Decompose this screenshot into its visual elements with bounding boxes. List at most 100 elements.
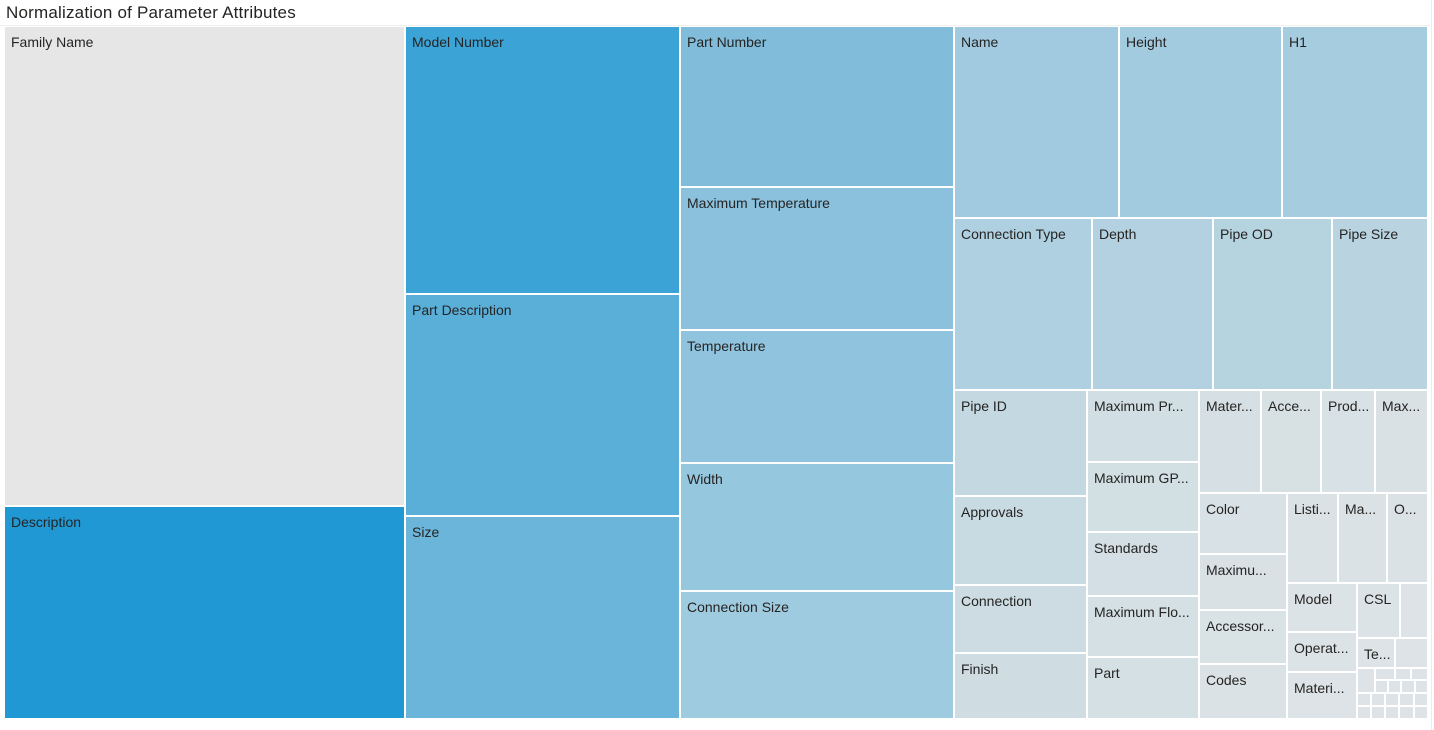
treemap-tile-finish[interactable]: Finish xyxy=(955,654,1088,720)
treemap-tile-part-description[interactable]: Part Description xyxy=(406,295,681,517)
treemap-tile-small[interactable] xyxy=(1396,639,1429,669)
treemap-tile-small[interactable] xyxy=(1376,681,1389,694)
treemap-tile-label: Name xyxy=(961,34,999,50)
treemap-tile-small[interactable] xyxy=(1358,694,1372,707)
treemap-tile-small[interactable] xyxy=(1400,694,1415,707)
treemap-tile-csl[interactable]: CSL xyxy=(1358,584,1401,639)
treemap-tile-small[interactable] xyxy=(1358,707,1372,720)
treemap-tile-maximum-flo[interactable]: Maximum Flo... xyxy=(1088,597,1200,658)
treemap-tile-pipe-size[interactable]: Pipe Size xyxy=(1333,219,1429,391)
visual-border xyxy=(1431,0,1432,730)
treemap-tile-ma[interactable]: Ma... xyxy=(1339,494,1388,584)
treemap-tile-model-number[interactable]: Model Number xyxy=(406,27,681,295)
chart-title: Normalization of Parameter Attributes xyxy=(6,3,296,22)
treemap-tile-label: Prod... xyxy=(1328,398,1370,414)
treemap-tile-small[interactable] xyxy=(1400,707,1415,720)
treemap-tile-small[interactable] xyxy=(1386,707,1400,720)
treemap-tile-label: Model Number xyxy=(412,34,504,50)
treemap-tile-label: Maximum Pr... xyxy=(1094,398,1184,414)
treemap-tile-model[interactable]: Model xyxy=(1288,584,1358,633)
treemap-tile-label: Color xyxy=(1206,501,1240,517)
treemap-tile-label: Maximu... xyxy=(1206,562,1267,578)
treemap-tile-label: Depth xyxy=(1099,226,1137,242)
treemap-tile-accessor[interactable]: Accessor... xyxy=(1200,611,1288,665)
treemap-tile-pipe-id[interactable]: Pipe ID xyxy=(955,391,1088,497)
treemap-tile-maximu[interactable]: Maximu... xyxy=(1200,555,1288,611)
treemap-tile-label: CSL xyxy=(1364,591,1392,607)
treemap-tile-maximum-pr[interactable]: Maximum Pr... xyxy=(1088,391,1200,463)
treemap-tile-small[interactable] xyxy=(1372,707,1386,720)
treemap-tile-name[interactable]: Name xyxy=(955,27,1120,219)
treemap-tile-small[interactable] xyxy=(1402,681,1416,694)
treemap-tile-acce[interactable]: Acce... xyxy=(1262,391,1322,494)
treemap-tile-label: Pipe OD xyxy=(1220,226,1273,242)
treemap-tile-description[interactable]: Description xyxy=(5,507,406,720)
treemap-tile-approvals[interactable]: Approvals xyxy=(955,497,1088,586)
treemap-tile-label: Width xyxy=(687,471,723,487)
treemap-tile-operat[interactable]: Operat... xyxy=(1288,633,1358,673)
treemap-tile-small[interactable] xyxy=(1412,669,1429,681)
treemap-tile-height[interactable]: Height xyxy=(1120,27,1283,219)
treemap-tile-connection[interactable]: Connection xyxy=(955,586,1088,654)
treemap-tile-small[interactable] xyxy=(1401,584,1429,639)
treemap-tile-pipe-od[interactable]: Pipe OD xyxy=(1214,219,1333,391)
treemap-tile-standards[interactable]: Standards xyxy=(1088,533,1200,597)
treemap-tile-temperature[interactable]: Temperature xyxy=(681,331,955,464)
treemap-tile-small[interactable] xyxy=(1372,694,1386,707)
treemap-tile-materi[interactable]: Materi... xyxy=(1288,673,1358,720)
treemap-tile-depth[interactable]: Depth xyxy=(1093,219,1214,391)
treemap-tile-part-number[interactable]: Part Number xyxy=(681,27,955,188)
treemap-tile-label: Description xyxy=(11,514,82,530)
treemap-tile-label: Maximum Flo... xyxy=(1094,604,1190,620)
treemap-tile-small[interactable] xyxy=(1396,669,1412,681)
treemap-tile-mater[interactable]: Mater... xyxy=(1200,391,1262,494)
treemap-tile-label: Maximum Temperature xyxy=(687,195,830,211)
treemap-tile-label: Ma... xyxy=(1345,501,1377,517)
treemap-tile-label: Connection Size xyxy=(687,599,789,615)
treemap-tile-label: Accessor... xyxy=(1206,618,1275,634)
treemap-tile-label: Pipe ID xyxy=(961,398,1007,414)
treemap-tile-label: Family Name xyxy=(11,34,94,50)
treemap-tile-label: Approvals xyxy=(961,504,1024,520)
treemap-tile-small[interactable] xyxy=(1416,681,1429,694)
treemap-tile-h1[interactable]: H1 xyxy=(1283,27,1429,219)
treemap-tile-small[interactable] xyxy=(1386,694,1400,707)
treemap-tile-label: H1 xyxy=(1289,34,1307,50)
treemap-tile-label: Pipe Size xyxy=(1339,226,1399,242)
treemap-tile-label: Acce... xyxy=(1268,398,1311,414)
treemap-tile-codes[interactable]: Codes xyxy=(1200,665,1288,720)
treemap-tile-label: Te... xyxy=(1364,646,1391,662)
treemap-tile-label: Part Number xyxy=(687,34,767,50)
treemap-tile-label: Connection Type xyxy=(961,226,1066,242)
treemap-tile-label: Temperature xyxy=(687,338,766,354)
treemap-tile-label: Finish xyxy=(961,661,999,677)
treemap-tile-maximum-temperature[interactable]: Maximum Temperature xyxy=(681,188,955,331)
treemap-tile-label: Part xyxy=(1094,665,1120,681)
treemap-tile-connection-size[interactable]: Connection Size xyxy=(681,592,955,720)
treemap-tile-width[interactable]: Width xyxy=(681,464,955,592)
treemap-tile-max[interactable]: Max... xyxy=(1376,391,1429,494)
treemap-tile-size[interactable]: Size xyxy=(406,517,681,720)
treemap-tile-small[interactable] xyxy=(1376,669,1396,681)
treemap-tile-label: Part Description xyxy=(412,302,512,318)
treemap-tile-connection-type[interactable]: Connection Type xyxy=(955,219,1093,391)
treemap-tile-label: Max... xyxy=(1382,398,1421,414)
treemap-tile-small[interactable] xyxy=(1415,707,1429,720)
treemap-tile-small[interactable] xyxy=(1389,681,1402,694)
treemap-tile-prod[interactable]: Prod... xyxy=(1322,391,1376,494)
treemap-tile-small[interactable] xyxy=(1415,694,1429,707)
treemap-tile-listi[interactable]: Listi... xyxy=(1288,494,1339,584)
treemap-tile-label: O... xyxy=(1394,501,1417,517)
treemap-tile-o[interactable]: O... xyxy=(1388,494,1429,584)
treemap-tile-small[interactable] xyxy=(1358,669,1376,694)
treemap-tile-label: Codes xyxy=(1206,672,1247,688)
treemap-tile-te[interactable]: Te... xyxy=(1358,639,1396,669)
treemap-tile-maximum-gp[interactable]: Maximum GP... xyxy=(1088,463,1200,533)
treemap-tile-family-name[interactable]: Family Name xyxy=(5,27,406,507)
treemap-tile-label: Listi... xyxy=(1294,501,1331,517)
treemap-tile-label: Mater... xyxy=(1206,398,1253,414)
treemap-tile-label: Connection xyxy=(961,593,1032,609)
treemap-tile-part[interactable]: Part xyxy=(1088,658,1200,720)
treemap-tile-color[interactable]: Color xyxy=(1200,494,1288,555)
treemap-tile-label: Maximum GP... xyxy=(1094,470,1189,486)
